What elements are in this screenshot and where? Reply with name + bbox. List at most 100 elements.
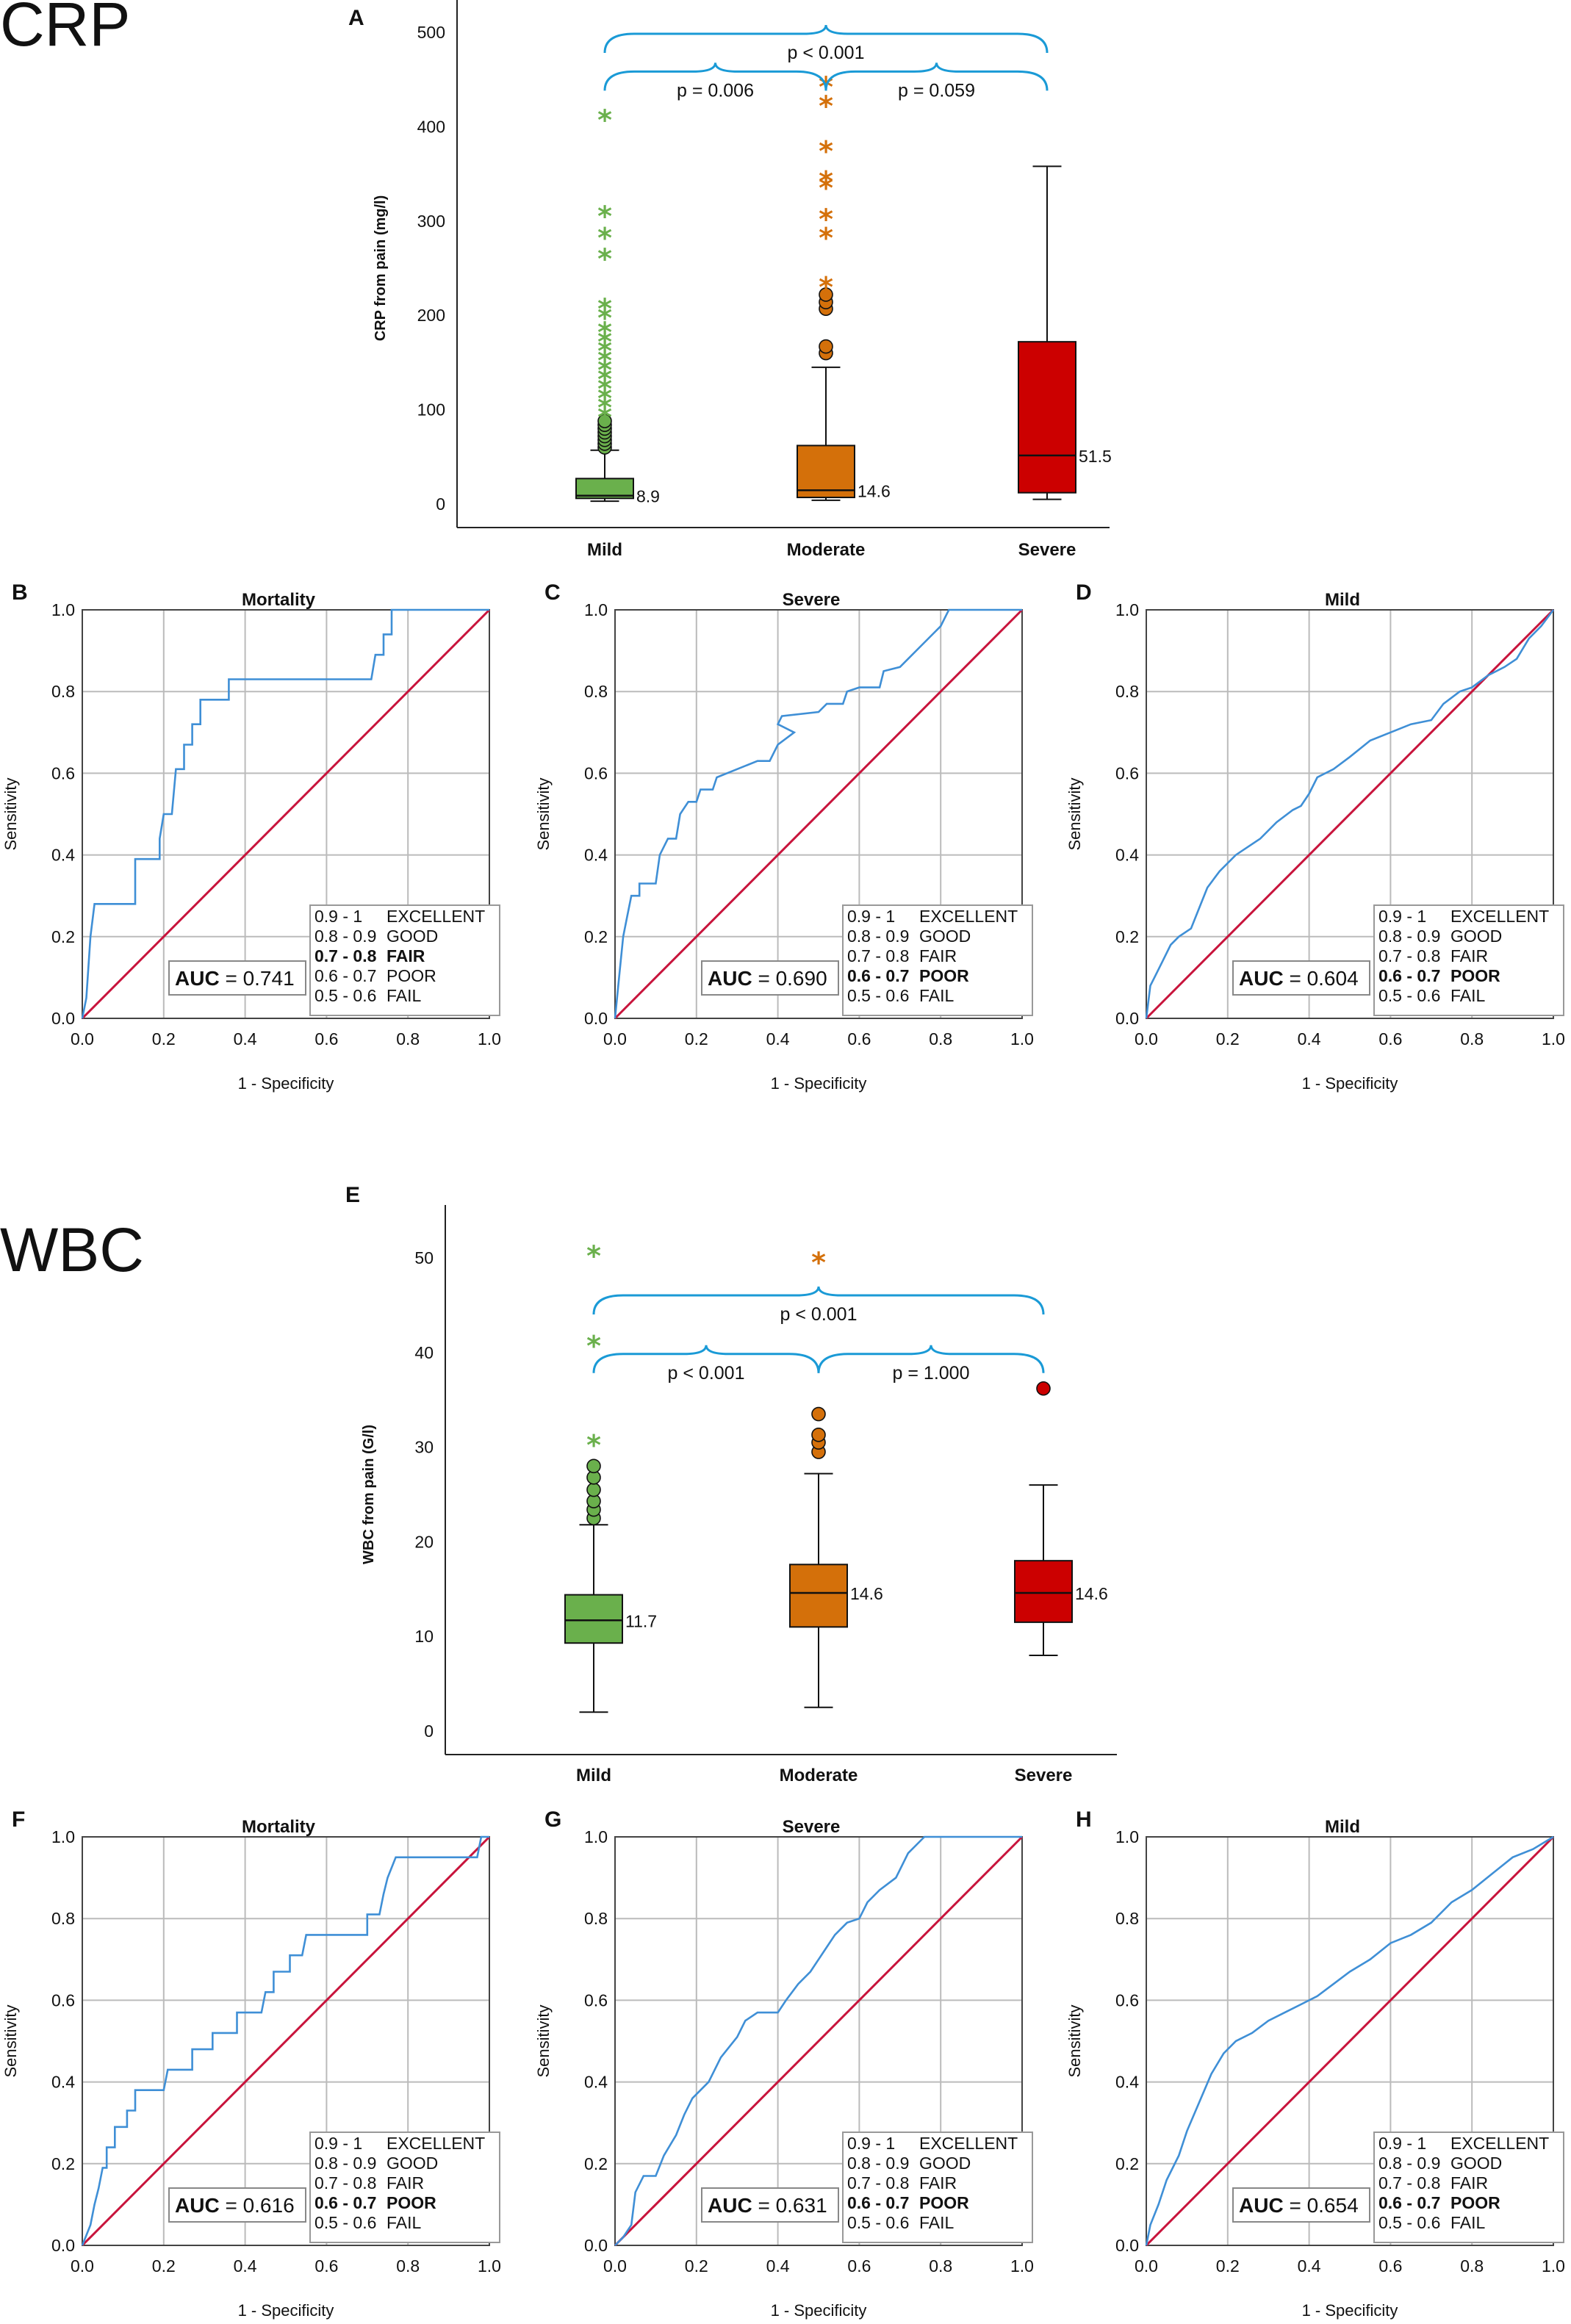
y-tick-label: 0 — [436, 494, 445, 514]
auc-legend-label: EXCELLENT — [919, 907, 1018, 926]
auc-value: AUC = 0.604 — [1239, 967, 1359, 990]
box-iqr — [564, 1594, 623, 1644]
box-iqr — [797, 445, 855, 499]
y-tick-label: 400 — [417, 117, 445, 136]
panel-letter: G — [544, 1807, 561, 1832]
roc-curve — [614, 608, 1022, 1019]
outlier-star: * — [597, 302, 612, 334]
x-tick-label: 0.0 — [71, 1029, 94, 1048]
x-tick-label: 0.2 — [1216, 1029, 1240, 1048]
box-severe: 14.6 — [1014, 1381, 1108, 1656]
auc-legend-range: 0.6 - 0.7 — [1378, 2193, 1440, 2212]
auc-value-box — [701, 960, 839, 996]
auc-legend-box — [309, 2131, 500, 2243]
y-tick-label: 0.6 — [1115, 1990, 1139, 2010]
y-tick-label: 500 — [417, 23, 445, 42]
auc-legend-range: 0.8 - 0.9 — [847, 2154, 909, 2173]
y-axis-title: Sensitivity — [1, 2004, 20, 2077]
y-tick-label: 200 — [417, 306, 445, 325]
y-tick-label: 0.0 — [1115, 2236, 1139, 2255]
roc-plot-g: G Severe 0.0 0.2 0.4 0.6 0.8 1.0 0.0 0.2 0.4 0.6 0.8… — [534, 1807, 1034, 2320]
y-tick-label: 0.2 — [51, 927, 75, 946]
plot-frame — [1146, 1836, 1554, 2246]
auc-legend-range: 0.5 - 0.6 — [314, 2213, 376, 2232]
x-tick-label: 0.0 — [1135, 1029, 1158, 1048]
outlier-star: * — [819, 222, 833, 254]
significance-bracket — [824, 62, 1049, 91]
x-category-label: Severe — [1015, 1766, 1073, 1785]
box-iqr — [789, 1564, 848, 1628]
outlier-star: * — [597, 354, 612, 386]
x-tick-label: 0.6 — [1378, 2256, 1402, 2276]
auc-legend-label: FAIL — [919, 2213, 955, 2232]
auc-legend-range: 0.9 - 1 — [314, 907, 362, 926]
outlier-star: * — [819, 165, 833, 198]
auc-value-box — [168, 960, 306, 996]
reference-diagonal — [1145, 1835, 1555, 2247]
auc-legend-label: POOR — [919, 966, 969, 985]
auc-legend-range: 0.8 - 0.9 — [1378, 927, 1440, 946]
outlier-star: * — [819, 90, 833, 122]
auc-label: AUC — [1239, 2194, 1284, 2217]
roc-plot-h: H Mild 0.0 0.2 0.4 0.6 0.8 1.0 0.0 0.2 0.4 0.6 0.8 1.… — [1065, 1807, 1565, 2320]
median-label: 8.9 — [636, 487, 660, 506]
auc-legend-label: FAIL — [919, 986, 955, 1005]
outlier-circle — [1036, 1381, 1051, 1396]
x-axis-title: 1 - Specificity — [1302, 1074, 1398, 1093]
y-tick-label: 0.0 — [584, 2236, 608, 2255]
median-label: 51.5 — [1079, 447, 1112, 466]
x-tick-label: 0.6 — [1378, 1029, 1402, 1048]
outlier-circle — [586, 1458, 601, 1474]
y-axis-title: WBC from pain (G/l) — [361, 1425, 377, 1564]
auc-value: AUC = 0.690 — [708, 967, 827, 990]
x-tick-label: 0.4 — [234, 2256, 257, 2276]
y-tick-label: 0.4 — [51, 846, 75, 865]
panel-letter: H — [1076, 1807, 1092, 1832]
outlier-star: * — [597, 222, 612, 254]
panel-letter: D — [1076, 580, 1092, 605]
x-tick-label: 0.0 — [71, 2256, 94, 2276]
outlier-circle — [819, 339, 833, 354]
auc-legend-label: GOOD — [387, 2154, 438, 2173]
x-axis-title: 1 - Specificity — [771, 2301, 867, 2320]
outlier-circle — [811, 1428, 826, 1442]
auc-legend-range: 0.5 - 0.6 — [1378, 986, 1440, 1005]
y-tick-label: 0.6 — [584, 763, 608, 783]
x-tick-label: 0.0 — [603, 2256, 627, 2276]
roc-curve — [614, 1835, 1022, 2246]
significance-bracket — [817, 1345, 1045, 1373]
roc-curve — [81, 608, 489, 1019]
x-tick-label: 1.0 — [478, 2256, 501, 2276]
p-value-label: p < 0.001 — [788, 43, 865, 63]
box-plot-a: A 0 100 200 300 400 500 CRP from pain (mg/l) Mil… — [348, 0, 1112, 560]
auc-value-box — [701, 2187, 839, 2223]
median-label: 11.7 — [625, 1611, 657, 1630]
outlier-star: * — [597, 335, 612, 367]
outlier-star: * — [597, 292, 612, 325]
y-tick-label: 0.4 — [51, 2073, 75, 2092]
p-value-label: p < 0.001 — [780, 1304, 858, 1325]
reference-diagonal — [614, 608, 1024, 1020]
auc-value: AUC = 0.654 — [1239, 2194, 1359, 2217]
p-value-label: p = 0.006 — [677, 80, 754, 101]
p-value-label: p = 1.000 — [893, 1363, 970, 1384]
y-tick-label: 0.8 — [51, 1909, 75, 1928]
auc-legend-label: EXCELLENT — [919, 2134, 1018, 2153]
auc-legend-label: GOOD — [919, 927, 971, 946]
auc-value: AUC = 0.616 — [175, 2194, 295, 2217]
x-tick-label: 0.8 — [929, 1029, 952, 1048]
x-category-label: Mild — [576, 1766, 611, 1785]
y-tick-label: 20 — [414, 1532, 434, 1551]
y-tick-label: 0.4 — [584, 2073, 608, 2092]
panel-letter: A — [348, 6, 364, 30]
outlier-star: * — [819, 172, 833, 204]
y-tick-label: 0.6 — [51, 763, 75, 783]
auc-label: AUC — [175, 2194, 220, 2217]
auc-legend-range: 0.7 - 0.8 — [847, 2173, 909, 2192]
outlier-star: * — [597, 401, 612, 433]
auc-legend-label: FAIL — [387, 986, 422, 1005]
outlier-star: * — [597, 201, 612, 233]
roc-plot-c: C Severe 0.0 0.2 0.4 0.6 0.8 1.0 0.0 0.2 0.4 0.6 0.8… — [534, 580, 1034, 1093]
auc-number: = 0.631 — [752, 2194, 827, 2217]
auc-legend-range: 0.9 - 1 — [314, 2134, 362, 2153]
